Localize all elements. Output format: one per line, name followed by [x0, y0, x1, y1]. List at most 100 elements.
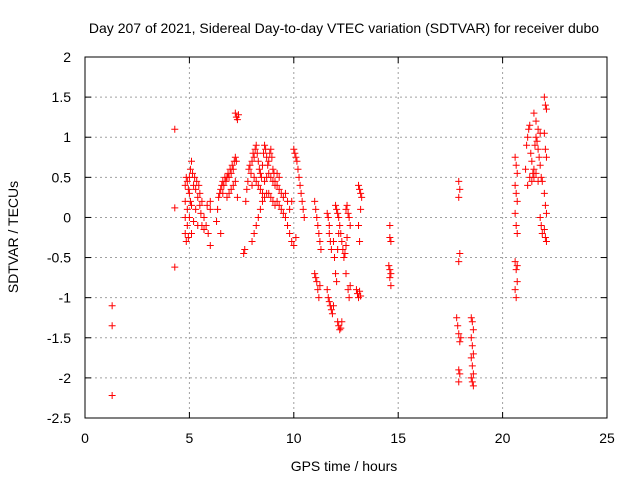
data-point	[203, 201, 211, 209]
data-point	[206, 205, 214, 213]
data-point	[290, 145, 298, 153]
data-point	[467, 374, 475, 382]
data-point	[468, 378, 476, 386]
data-point	[288, 197, 296, 205]
data-point	[534, 177, 542, 185]
data-point	[286, 205, 294, 213]
x-tick-label: 0	[81, 430, 89, 446]
data-point	[223, 193, 231, 201]
data-point	[248, 238, 256, 246]
data-point	[346, 221, 354, 229]
data-point	[241, 246, 249, 254]
data-point	[260, 149, 268, 157]
data-point	[217, 229, 225, 237]
data-point	[267, 145, 275, 153]
data-point	[217, 185, 225, 193]
y-axis: -2.5 -2 -1.5 -1 -0.5 0 0.5 1 1.5 2	[47, 49, 607, 426]
data-point	[528, 177, 536, 185]
data-point	[513, 169, 521, 177]
data-point	[511, 209, 519, 217]
data-point	[183, 205, 191, 213]
data-point	[231, 109, 239, 117]
data-point	[386, 221, 394, 229]
data-point	[292, 234, 300, 241]
data-point	[311, 197, 319, 205]
data-point	[184, 234, 192, 241]
data-point	[534, 145, 542, 153]
data-point	[294, 165, 302, 173]
data-point	[468, 342, 476, 350]
data-point	[254, 181, 262, 189]
y-tick-label: 2	[63, 49, 71, 65]
data-point	[455, 366, 463, 374]
data-point	[387, 282, 395, 290]
data-point	[314, 286, 322, 294]
data-point	[316, 238, 324, 246]
data-point	[248, 157, 256, 165]
data-point	[524, 181, 532, 189]
data-point	[219, 189, 227, 197]
data-point	[297, 189, 305, 197]
data-point	[542, 209, 550, 217]
data-point	[108, 392, 116, 400]
data-point	[311, 270, 319, 278]
data-point	[336, 326, 344, 334]
x-tick-label: 15	[390, 430, 406, 446]
data-point	[511, 258, 519, 266]
y-axis-title: SDTVAR / TECUs	[5, 181, 21, 293]
data-point	[344, 209, 352, 217]
data-point	[512, 294, 520, 302]
data-point	[338, 318, 346, 326]
data-point	[268, 153, 276, 161]
data-point	[334, 209, 342, 217]
data-point	[513, 197, 521, 205]
data-point	[290, 242, 298, 250]
data-point	[329, 302, 337, 310]
data-point	[541, 234, 549, 241]
data-point	[252, 141, 260, 149]
data-point	[244, 177, 252, 185]
data-point	[298, 197, 306, 205]
data-point	[264, 161, 272, 169]
data-point	[275, 201, 283, 209]
data-point	[355, 221, 363, 229]
data-point	[340, 254, 348, 262]
data-point	[469, 350, 477, 358]
data-point	[386, 266, 394, 274]
data-point	[352, 286, 360, 294]
data-point	[184, 185, 192, 193]
data-point	[355, 181, 363, 189]
data-point	[467, 314, 475, 322]
data-point	[327, 306, 335, 314]
data-point	[197, 209, 205, 217]
data-point	[536, 213, 544, 221]
data-point	[513, 278, 521, 286]
data-point	[328, 310, 336, 318]
data-point	[336, 221, 344, 229]
data-point	[324, 213, 332, 221]
data-point	[200, 225, 208, 233]
x-axis-title: GPS time / hours	[291, 458, 398, 474]
data-point	[469, 326, 477, 334]
data-point	[225, 173, 233, 181]
data-point	[277, 205, 285, 213]
x-tick-label: 25	[599, 430, 615, 446]
data-point	[271, 181, 279, 189]
data-point	[255, 165, 263, 173]
y-tick-label: 0	[63, 209, 71, 225]
data-point	[171, 263, 179, 271]
data-point	[536, 161, 544, 169]
data-point	[186, 165, 194, 173]
data-point	[204, 229, 212, 237]
data-point	[540, 225, 548, 233]
data-point	[522, 165, 530, 173]
data-point	[269, 165, 277, 173]
data-point	[254, 213, 262, 221]
data-point	[275, 185, 283, 193]
data-point	[231, 153, 239, 161]
data-point	[542, 153, 550, 161]
data-point	[542, 238, 550, 246]
data-point	[190, 217, 198, 225]
data-point	[312, 274, 320, 282]
data-point	[323, 286, 331, 294]
